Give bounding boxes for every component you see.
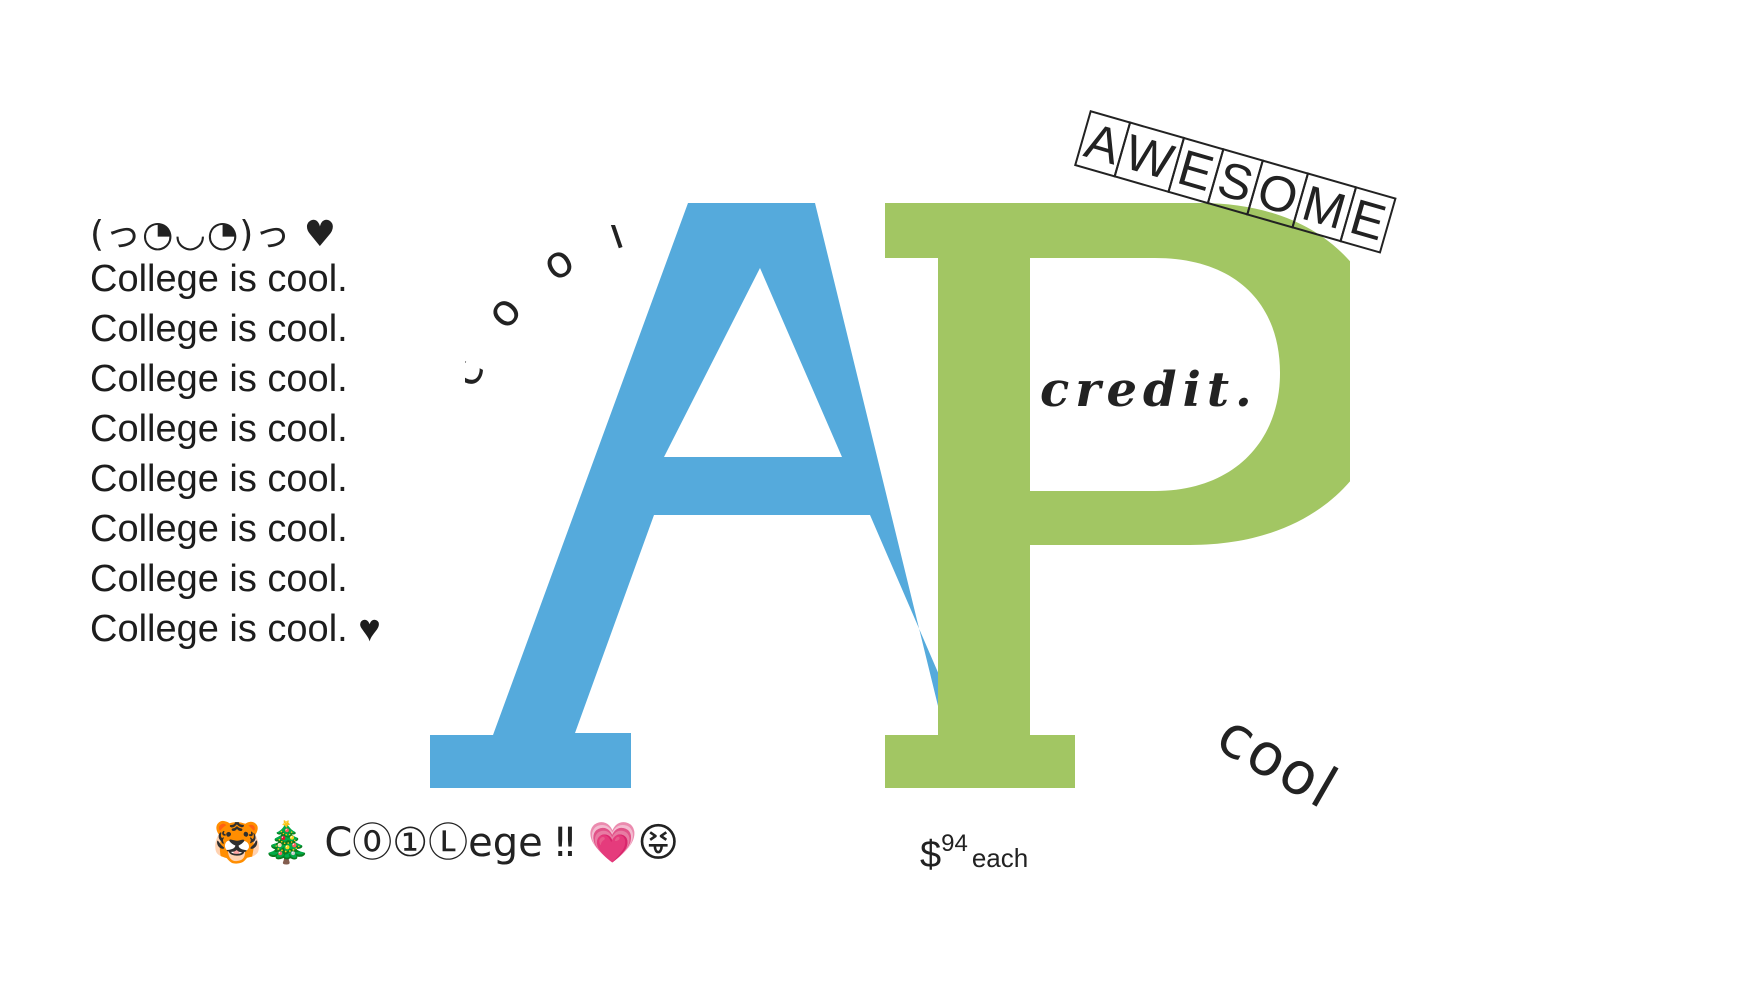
line: College is cool. <box>90 508 348 550</box>
ap-logo <box>430 203 1350 788</box>
price-symbol: $ <box>920 834 942 876</box>
price-unit: each <box>971 843 1029 873</box>
line: College is cool. <box>90 458 348 500</box>
college-lines: College is cool. College is cool. Colleg… <box>90 254 381 654</box>
line: College is cool. <box>90 258 348 300</box>
line: College is cool. <box>90 308 348 350</box>
line: College is cool. <box>90 408 348 450</box>
svg-text:c o o l: c o o l <box>465 225 643 394</box>
cool-arc-text: c o o l <box>465 225 629 394</box>
line: College is cool. <box>90 558 348 600</box>
price: $94 each <box>920 830 1028 877</box>
price-amount: 94 <box>941 830 968 857</box>
credit-text: credit. <box>1040 362 1258 418</box>
kaomoji: (っ◔◡◔)っ ♥ <box>90 214 338 255</box>
line: College is cool. <box>90 358 348 400</box>
cool-arc: c o o l <box>465 225 643 394</box>
line: College is cool. ♥ <box>90 608 381 650</box>
letter-a <box>430 203 1015 788</box>
college-emoji-line: 🐯🎄 C⓪①Ⓛege ‼ 💗😝 <box>212 820 680 866</box>
letter-p <box>885 203 1350 788</box>
